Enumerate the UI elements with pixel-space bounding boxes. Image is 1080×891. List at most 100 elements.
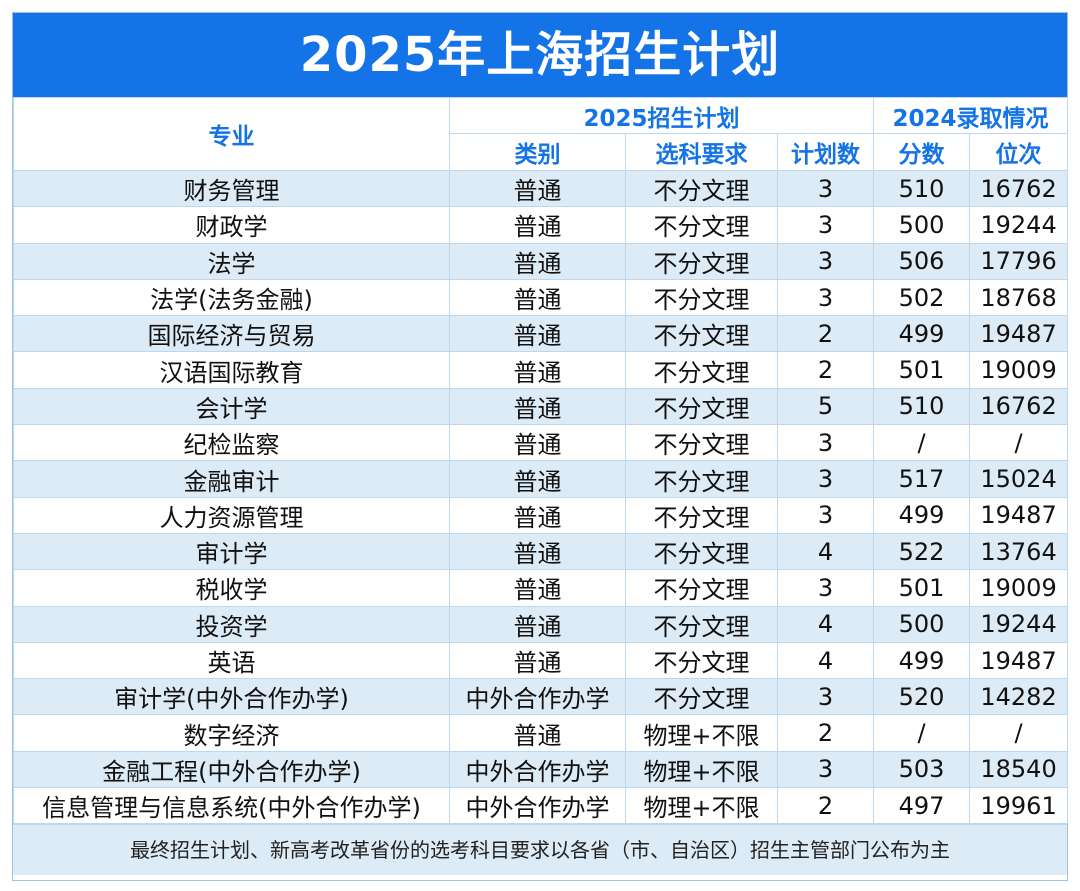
- cell-major: 审计学: [13, 532, 450, 571]
- cell-plan-count: 3: [776, 278, 875, 317]
- plan-table: 专业 2025招生计划 2024录取情况 类别 选科要求 计划数 分数 位次 财…: [13, 97, 1069, 825]
- cell-plan-count: 2: [776, 351, 875, 389]
- table-row: 纪检监察 普通 不分文理 3//: [13, 424, 1069, 462]
- cell-rank: 16762: [969, 169, 1069, 208]
- cell-plan-count: 3: [776, 169, 875, 208]
- cell-subject-req: 不分文理: [625, 351, 778, 389]
- cell-score: 502: [873, 278, 971, 317]
- cell-score: 510: [873, 169, 971, 208]
- cell-major: 金融审计: [13, 460, 450, 498]
- table-row: 汉语国际教育 普通 不分文理 2 501 19009: [13, 351, 1069, 389]
- cell-plan-count: 5: [776, 387, 875, 426]
- cell-subject-req: 物理+不限: [625, 750, 778, 789]
- header-plan-count: 计划数: [776, 133, 875, 171]
- cell-rank: 19961: [969, 787, 1069, 825]
- cell-rank: 13764: [969, 532, 1069, 571]
- table-row: 人力资源管理 普通 不分文理 3 499 19487: [13, 496, 1069, 534]
- cell-major: 英语: [13, 641, 450, 680]
- cell-major: 法学(法务金融): [13, 278, 450, 317]
- cell-type: 普通: [449, 278, 626, 317]
- table-row: 法学(法务金融) 普通 不分文理 3 502 18768: [13, 278, 1069, 317]
- cell-plan-count: 2: [776, 787, 875, 825]
- cell-rank: /: [969, 714, 1069, 752]
- cell-rank: 19009: [969, 569, 1069, 607]
- cell-major: 人力资源管理: [13, 496, 450, 534]
- cell-major: 国际经济与贸易: [13, 315, 450, 353]
- header-type: 类别: [449, 133, 626, 171]
- cell-major: 税收学: [13, 569, 450, 607]
- cell-major: 金融工程(中外合作办学): [13, 750, 450, 789]
- table-row: 国际经济与贸易 普通 不分文理 2 499 19487: [13, 315, 1069, 353]
- table-row: 财政学 普通 不分文理 3 500 19244: [13, 206, 1069, 244]
- table-row: 英语 普通 不分文理 4 499 19487: [13, 641, 1069, 680]
- cell-score: 501: [873, 351, 971, 389]
- table-row: 法学 普通 不分文理 3 506 17796: [13, 242, 1069, 280]
- cell-rank: 18540: [969, 750, 1069, 789]
- cell-type: 普通: [449, 460, 626, 498]
- cell-score: 501: [873, 569, 971, 607]
- table-row: 税收学 普通 不分文理 3 501 19009: [13, 569, 1069, 607]
- table-row: 审计学 普通 不分文理 4 522 13764: [13, 532, 1069, 571]
- cell-score: 520: [873, 678, 971, 716]
- cell-score: 497: [873, 787, 971, 825]
- cell-type: 普通: [449, 206, 626, 244]
- cell-subject-req: 不分文理: [625, 532, 778, 571]
- cell-major: 会计学: [13, 387, 450, 426]
- cell-type: 普通: [449, 714, 626, 752]
- cell-plan-count: 4: [776, 605, 875, 643]
- cell-type: 普通: [449, 242, 626, 280]
- cell-major: 审计学(中外合作办学): [13, 678, 450, 716]
- cell-type: 中外合作办学: [449, 787, 626, 825]
- cell-subject-req: 不分文理: [625, 387, 778, 426]
- header-score: 分数: [873, 133, 971, 171]
- cell-major: 财政学: [13, 206, 450, 244]
- cell-plan-count: 3: [776, 678, 875, 716]
- cell-plan-count: 3: [776, 242, 875, 280]
- cell-type: 普通: [449, 169, 626, 208]
- cell-plan-count: 3: [776, 569, 875, 607]
- cell-type: 普通: [449, 424, 626, 462]
- cell-rank: 17796: [969, 242, 1069, 280]
- cell-rank: 19009: [969, 351, 1069, 389]
- table-row: 会计学 普通 不分文理 5 510 16762: [13, 387, 1069, 426]
- cell-major: 数字经济: [13, 714, 450, 752]
- cell-type: 普通: [449, 532, 626, 571]
- cell-rank: 14282: [969, 678, 1069, 716]
- cell-score: 517: [873, 460, 971, 498]
- cell-type: 普通: [449, 569, 626, 607]
- cell-subject-req: 不分文理: [625, 315, 778, 353]
- header-rank: 位次: [969, 133, 1069, 171]
- cell-subject-req: 不分文理: [625, 569, 778, 607]
- header-plan-group: 2025招生计划: [448, 97, 875, 134]
- cell-type: 中外合作办学: [449, 750, 626, 789]
- cell-plan-count: 2: [776, 315, 875, 353]
- cell-subject-req: 不分文理: [625, 206, 778, 244]
- cell-rank: /: [969, 424, 1069, 462]
- page-title: 2025年上海招生计划: [13, 13, 1067, 97]
- cell-rank: 16762: [969, 387, 1069, 426]
- cell-type: 普通: [449, 315, 626, 353]
- cell-subject-req: 不分文理: [625, 278, 778, 317]
- cell-rank: 18768: [969, 278, 1069, 317]
- table-row: 信息管理与信息系统(中外合作办学) 中外合作办学 物理+不限 2 497 19961: [13, 787, 1069, 825]
- table-body: 财务管理 普通 不分文理 3 510 16762 财政学 普通 不分文理 3 500 19244 法学普…: [13, 169, 1069, 825]
- cell-major: 汉语国际教育: [13, 351, 450, 389]
- cell-rank: 19244: [969, 605, 1069, 643]
- cell-major: 纪检监察: [13, 424, 450, 462]
- cell-plan-count: 3: [776, 424, 875, 462]
- cell-subject-req: 不分文理: [625, 496, 778, 534]
- cell-major: 投资学: [13, 605, 450, 643]
- cell-type: 普通: [449, 641, 626, 680]
- cell-rank: 15024: [969, 460, 1069, 498]
- cell-subject-req: 不分文理: [625, 460, 778, 498]
- cell-score: /: [873, 424, 971, 462]
- cell-subject-req: 不分文理: [625, 424, 778, 462]
- cell-type: 中外合作办学: [449, 678, 626, 716]
- cell-score: 510: [873, 387, 971, 426]
- cell-subject-req: 不分文理: [625, 605, 778, 643]
- cell-score: 522: [873, 532, 971, 571]
- cell-type: 普通: [449, 605, 626, 643]
- footer-note: 最终招生计划、新高考改革省份的选考科目要求以各省（市、自治区）招生主管部门公布为…: [13, 824, 1067, 876]
- cell-rank: 19487: [969, 496, 1069, 534]
- cell-subject-req: 物理+不限: [625, 714, 778, 752]
